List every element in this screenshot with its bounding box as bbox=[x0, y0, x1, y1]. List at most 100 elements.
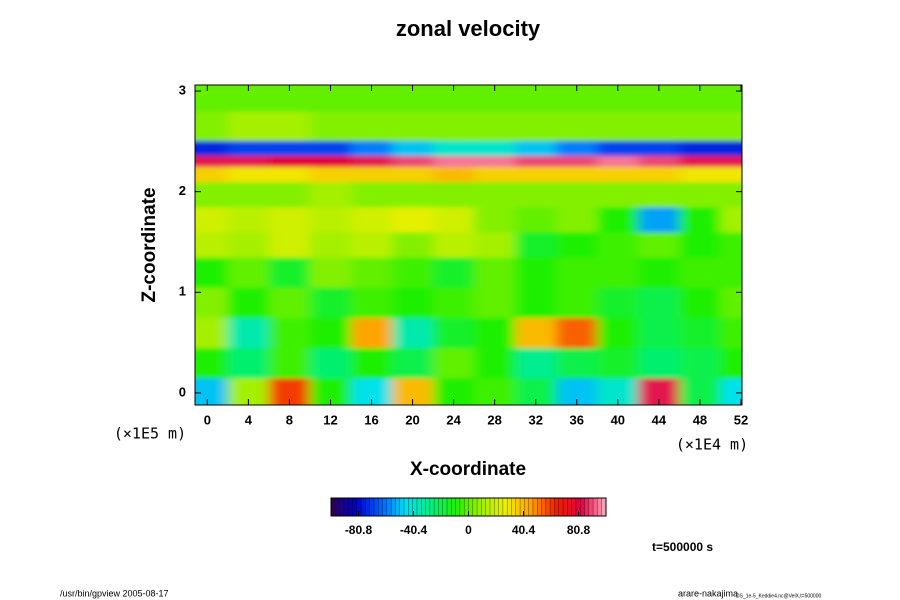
colorbar-band bbox=[541, 498, 547, 516]
y-axis-label: Z-coordinate bbox=[139, 187, 160, 302]
cell bbox=[433, 166, 475, 183]
cell bbox=[515, 155, 557, 168]
colorbar-band bbox=[416, 498, 422, 516]
colorbar-band bbox=[520, 498, 525, 516]
cell bbox=[268, 231, 311, 258]
cell bbox=[227, 155, 270, 168]
colorbar-band bbox=[434, 498, 439, 516]
cell bbox=[597, 257, 639, 288]
cell bbox=[679, 111, 721, 141]
colorbar-band bbox=[404, 498, 409, 516]
colorbar-band bbox=[391, 498, 396, 516]
colorbar-band bbox=[597, 498, 603, 516]
colorbar-band bbox=[378, 498, 383, 516]
colorbar-band bbox=[429, 498, 435, 516]
cell bbox=[195, 231, 229, 258]
cell bbox=[515, 85, 557, 112]
cell bbox=[679, 257, 721, 288]
cell bbox=[309, 111, 352, 141]
colorbar-band bbox=[365, 498, 371, 516]
cell bbox=[227, 257, 270, 288]
cell bbox=[268, 85, 311, 112]
cell bbox=[227, 111, 270, 141]
cell bbox=[392, 347, 434, 379]
colorbar-band bbox=[489, 498, 495, 516]
colorbar-band bbox=[537, 498, 542, 516]
cell bbox=[597, 111, 639, 141]
cell bbox=[720, 140, 742, 156]
cell bbox=[392, 85, 434, 112]
footer-right-small: DS_1e-5_Keddie4.nc@VelX,t=500000 bbox=[736, 593, 821, 599]
x-axis-label: X-coordinate bbox=[410, 459, 526, 480]
cell bbox=[350, 140, 393, 156]
cell bbox=[679, 206, 721, 233]
colorbar-band bbox=[335, 498, 340, 516]
colorbar-band bbox=[481, 498, 487, 516]
cell bbox=[597, 347, 639, 379]
cell bbox=[195, 257, 229, 288]
colorbar-band bbox=[464, 498, 469, 516]
cell bbox=[268, 347, 311, 379]
x-tick-label: 32 bbox=[528, 412, 542, 427]
colorbar-band bbox=[339, 498, 345, 516]
colorbar-band bbox=[511, 498, 517, 516]
cell bbox=[309, 206, 352, 233]
cell bbox=[268, 287, 311, 318]
cell bbox=[227, 347, 270, 379]
cell bbox=[195, 166, 229, 183]
colorbar-tick-label: -80.8 bbox=[345, 523, 373, 537]
cell bbox=[679, 155, 721, 168]
cell bbox=[638, 206, 680, 233]
colorbar-band bbox=[352, 498, 358, 516]
colorbar-band bbox=[550, 498, 555, 516]
cell bbox=[597, 231, 639, 258]
colorbar-band bbox=[412, 498, 418, 516]
cell bbox=[350, 231, 393, 258]
cell bbox=[268, 181, 311, 208]
colorbar-band bbox=[382, 498, 388, 516]
cell bbox=[227, 231, 270, 258]
colorbar-band bbox=[515, 498, 521, 516]
cell bbox=[638, 257, 680, 288]
cell bbox=[474, 231, 516, 258]
cell bbox=[679, 140, 721, 156]
cell bbox=[433, 231, 475, 258]
colorbar-band bbox=[532, 498, 538, 516]
cells bbox=[195, 85, 742, 405]
y-tick-label: 0 bbox=[179, 384, 186, 399]
x-tick-label: 36 bbox=[570, 412, 584, 427]
cell bbox=[597, 181, 639, 208]
cell bbox=[474, 155, 516, 168]
chart-title: zonal velocity bbox=[396, 16, 541, 41]
cell bbox=[556, 317, 598, 349]
cell bbox=[309, 166, 352, 183]
colorbar-tick-label: -40.4 bbox=[400, 523, 428, 537]
cell bbox=[638, 347, 680, 379]
cell bbox=[195, 206, 229, 233]
cell bbox=[638, 85, 680, 112]
colorbar-band bbox=[567, 498, 573, 516]
y-tick-label: 1 bbox=[179, 284, 186, 299]
field bbox=[195, 85, 742, 405]
cell bbox=[597, 317, 639, 349]
cell bbox=[309, 85, 352, 112]
cell bbox=[597, 85, 639, 112]
x-tick-label: 0 bbox=[204, 412, 211, 427]
cell bbox=[433, 257, 475, 288]
cell bbox=[515, 181, 557, 208]
colorbar-band bbox=[331, 498, 336, 516]
cell bbox=[597, 166, 639, 183]
cell bbox=[556, 111, 598, 141]
cell bbox=[195, 181, 229, 208]
cell bbox=[679, 287, 721, 318]
cell bbox=[556, 347, 598, 379]
cell bbox=[679, 347, 721, 379]
cell bbox=[638, 287, 680, 318]
cell bbox=[309, 257, 352, 288]
cell bbox=[556, 166, 598, 183]
colorbar-band bbox=[588, 498, 594, 516]
colorbar-band bbox=[558, 498, 564, 516]
cell bbox=[597, 140, 639, 156]
cell bbox=[227, 287, 270, 318]
